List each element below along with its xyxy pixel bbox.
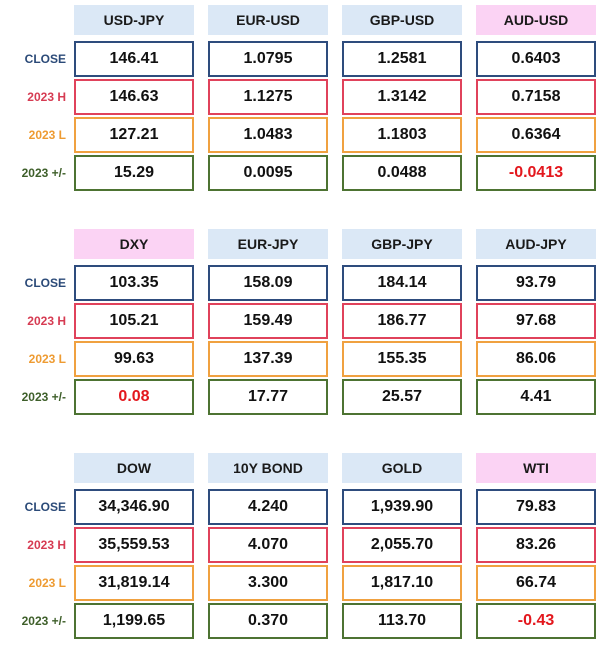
instrument-header: 10Y BOND [208, 453, 328, 483]
value-cell-change: 113.70 [342, 603, 462, 639]
value-cell-high: 1.3142 [342, 79, 462, 115]
instrument-header: AUD-JPY [476, 229, 596, 259]
value-cell-high: 35,559.53 [74, 527, 194, 563]
value-cell-close: 184.14 [342, 265, 462, 301]
value-cell-close: 0.6403 [476, 41, 596, 77]
value-cell-change: 17.77 [208, 379, 328, 415]
value-cell-close: 1,939.90 [342, 489, 462, 525]
value-cell-change: -0.43 [476, 603, 596, 639]
value-cell-change: 25.57 [342, 379, 462, 415]
value-cell-close: 158.09 [208, 265, 328, 301]
value-cell-close: 1.0795 [208, 41, 328, 77]
value-cell-low: 86.06 [476, 341, 596, 377]
value-cell-low: 127.21 [74, 117, 194, 153]
row-label-low: 2023 L [28, 576, 66, 590]
value-cell-close: 34,346.90 [74, 489, 194, 525]
value-cell-close: 103.35 [74, 265, 194, 301]
instrument-header: EUR-USD [208, 5, 328, 35]
value-cell-high: 146.63 [74, 79, 194, 115]
value-cell-high: 105.21 [74, 303, 194, 339]
instrument-header: GOLD [342, 453, 462, 483]
row-label-change: 2023 +/- [21, 390, 66, 404]
value-cell-high: 1.1275 [208, 79, 328, 115]
value-cell-low: 66.74 [476, 565, 596, 601]
value-cell-high: 97.68 [476, 303, 596, 339]
value-cell-high: 83.26 [476, 527, 596, 563]
value-cell-low: 1.0483 [208, 117, 328, 153]
value-cell-high: 4.070 [208, 527, 328, 563]
value-cell-high: 159.49 [208, 303, 328, 339]
value-cell-close: 1.2581 [342, 41, 462, 77]
instrument-header: USD-JPY [74, 5, 194, 35]
value-cell-close: 4.240 [208, 489, 328, 525]
value-cell-low: 31,819.14 [74, 565, 194, 601]
row-label-change: 2023 +/- [21, 614, 66, 628]
value-cell-low: 0.6364 [476, 117, 596, 153]
value-cell-change: 0.0488 [342, 155, 462, 191]
value-cell-close: 93.79 [476, 265, 596, 301]
market-section: CLOSE 2023 H 2023 L 2023 +/- USD-JPY 146.41 14… [0, 5, 600, 191]
value-cell-low: 99.63 [74, 341, 194, 377]
row-label-change: 2023 +/- [21, 166, 66, 180]
value-cell-close: 79.83 [476, 489, 596, 525]
market-section: CLOSE 2023 H 2023 L 2023 +/- DOW 34,346.90 35,… [0, 453, 600, 639]
value-cell-change: 1,199.65 [74, 603, 194, 639]
row-label-high: 2023 H [27, 90, 66, 104]
row-label-close: CLOSE [24, 276, 66, 290]
value-cell-change: 4.41 [476, 379, 596, 415]
instrument-header: AUD-USD [476, 5, 596, 35]
value-cell-change: 0.370 [208, 603, 328, 639]
value-cell-change: 15.29 [74, 155, 194, 191]
value-cell-low: 1,817.10 [342, 565, 462, 601]
row-label-close: CLOSE [24, 52, 66, 66]
value-cell-close: 146.41 [74, 41, 194, 77]
value-cell-high: 0.7158 [476, 79, 596, 115]
value-cell-change: -0.0413 [476, 155, 596, 191]
value-cell-low: 137.39 [208, 341, 328, 377]
value-cell-low: 1.1803 [342, 117, 462, 153]
instrument-header: GBP-USD [342, 5, 462, 35]
instrument-header: DXY [74, 229, 194, 259]
value-cell-low: 155.35 [342, 341, 462, 377]
value-cell-high: 186.77 [342, 303, 462, 339]
instrument-header: WTI [476, 453, 596, 483]
value-cell-high: 2,055.70 [342, 527, 462, 563]
instrument-header: EUR-JPY [208, 229, 328, 259]
row-label-high: 2023 H [27, 538, 66, 552]
value-cell-low: 3.300 [208, 565, 328, 601]
row-label-low: 2023 L [28, 352, 66, 366]
row-label-low: 2023 L [28, 128, 66, 142]
instrument-header: GBP-JPY [342, 229, 462, 259]
instrument-header: DOW [74, 453, 194, 483]
row-label-high: 2023 H [27, 314, 66, 328]
market-section: CLOSE 2023 H 2023 L 2023 +/- DXY 103.35 105.21… [0, 229, 600, 415]
value-cell-change: 0.08 [74, 379, 194, 415]
value-cell-change: 0.0095 [208, 155, 328, 191]
row-label-close: CLOSE [24, 500, 66, 514]
